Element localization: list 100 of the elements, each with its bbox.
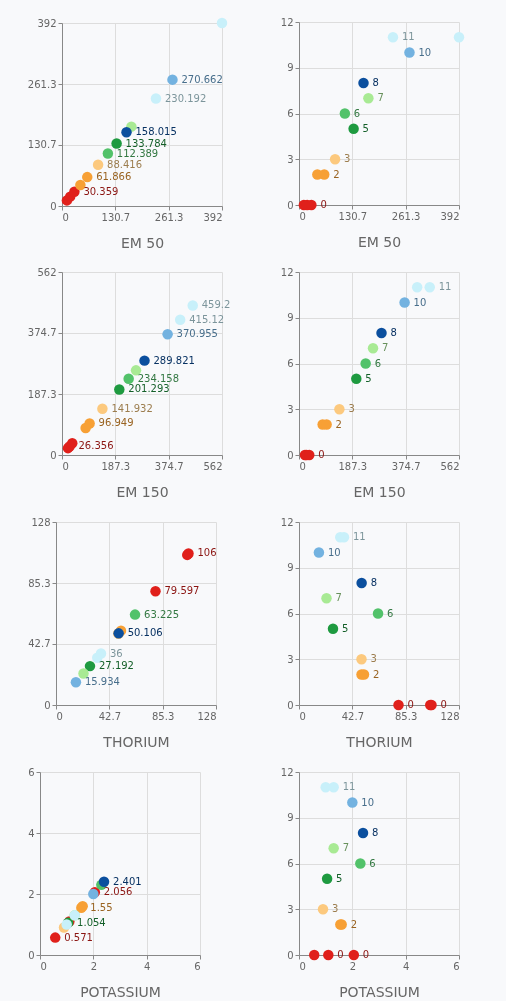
data-label: 459.2 <box>201 299 231 311</box>
y-tick-label: 42.7 <box>28 638 51 650</box>
data-label: 6 <box>374 357 382 369</box>
x-axis-title: THORIUM <box>345 733 413 750</box>
x-tick-label: 0 <box>299 960 306 972</box>
data-label: 0 <box>337 949 344 960</box>
y-tick-label: 0 <box>28 949 35 961</box>
x-axis-title: EM 50 <box>120 234 165 251</box>
y-tick-label: 562 <box>37 266 57 278</box>
y-tick-label: 4 <box>28 827 35 839</box>
x-tick-label: 0 <box>299 710 306 722</box>
data-label: 3 <box>332 903 339 915</box>
data-label: 11 <box>438 281 452 293</box>
y-tick-label: 3 <box>287 403 294 415</box>
data-label: 2.056 <box>103 886 133 898</box>
x-tick-label: 0 <box>299 460 306 472</box>
y-tick-label: 0 <box>44 699 51 711</box>
data-label: 15.934 <box>84 676 120 688</box>
y-tick-label: 2 <box>28 888 35 900</box>
data-label: 8 <box>372 77 379 88</box>
data-label: 2 <box>350 918 358 930</box>
y-tick-label: 9 <box>287 312 294 324</box>
y-tick-label: 3 <box>287 903 294 915</box>
data-label: 61.866 <box>96 171 132 183</box>
data-label: 36 <box>110 647 123 659</box>
x-axis-title: THORIUM <box>102 733 170 750</box>
x-tick-label: 4 <box>402 960 410 972</box>
data-label: 96.949 <box>98 417 134 429</box>
x-tick-label: 2 <box>349 960 357 972</box>
data-label: 1.55 <box>90 901 113 913</box>
y-tick-label: 9 <box>287 812 294 824</box>
data-label: 7 <box>377 92 384 104</box>
y-tick-label: 261.3 <box>27 78 57 90</box>
y-tick-label: 3 <box>287 653 294 665</box>
data-label: 11 <box>401 31 415 43</box>
y-tick-label: 12 <box>280 266 294 278</box>
x-tick-label: 128 <box>440 710 460 722</box>
data-label: 3 <box>344 153 351 165</box>
data-label: 10 <box>361 796 375 808</box>
data-label: 106 <box>197 547 217 559</box>
data-label: 2 <box>373 668 380 680</box>
data-label: 7 <box>382 342 389 354</box>
data-label: 26.356 <box>78 440 114 452</box>
data-label: 6 <box>369 857 376 869</box>
y-tick-label: 0 <box>50 449 57 461</box>
data-label: 133.784 <box>125 137 167 149</box>
x-tick-label: 0 <box>62 460 69 472</box>
x-tick-label: 4 <box>143 960 151 972</box>
data-label: 10 <box>418 46 432 58</box>
y-tick-label: 9 <box>287 562 294 574</box>
y-tick-label: 187.3 <box>27 388 57 400</box>
data-label: 370.955 <box>176 328 218 340</box>
data-label: 27.192 <box>98 660 134 672</box>
x-axis-title: POTASSIUM <box>339 983 420 1000</box>
y-tick-label: 9 <box>287 62 294 74</box>
x-axis-title: EM 150 <box>116 483 169 500</box>
x-tick-label: 261.3 <box>391 210 421 222</box>
y-tick-label: 0 <box>50 200 57 212</box>
y-tick-label: 0 <box>287 949 294 961</box>
data-label: 7 <box>342 842 350 854</box>
data-label: 0 <box>362 949 370 960</box>
data-label: 10 <box>413 296 427 308</box>
data-label: 6 <box>387 607 394 619</box>
data-label: 11 <box>342 781 356 793</box>
data-label: 63.225 <box>144 608 180 620</box>
data-label: 0 <box>440 699 447 710</box>
data-label: 30.359 <box>83 185 119 197</box>
x-tick-label: 0 <box>299 210 306 222</box>
x-tick-label: 6 <box>194 960 201 972</box>
data-label: 3 <box>348 403 355 415</box>
y-tick-label: 128 <box>31 516 51 528</box>
x-tick-label: 85.3 <box>151 710 175 722</box>
x-tick-label: 392 <box>440 210 460 222</box>
x-tick-label: 374.7 <box>391 460 421 472</box>
x-tick-label: 6 <box>453 960 460 972</box>
x-axis-title: POTASSIUM <box>80 983 161 1000</box>
x-tick-label: 130.7 <box>101 211 131 223</box>
data-label: 88.416 <box>107 158 143 170</box>
data-label: 234.158 <box>137 372 180 384</box>
x-tick-label: 128 <box>197 710 217 722</box>
x-tick-label: 261.3 <box>154 211 184 223</box>
y-tick-label: 6 <box>28 766 35 778</box>
y-tick-label: 0 <box>287 449 294 461</box>
y-tick-label: 3 <box>287 153 294 165</box>
data-label: 141.932 <box>111 402 153 414</box>
x-tick-label: 42.7 <box>341 710 365 722</box>
data-label: 6 <box>353 107 361 119</box>
y-tick-label: 392 <box>37 17 57 29</box>
x-tick-label: 187.3 <box>338 460 368 472</box>
data-label: 8 <box>370 577 378 588</box>
data-label: 79.597 <box>164 585 200 597</box>
x-tick-label: 187.3 <box>101 460 131 472</box>
data-label: 1.054 <box>77 916 106 928</box>
x-tick-label: 2 <box>90 960 98 972</box>
data-label: 112.389 <box>116 147 159 159</box>
y-tick-label: 0 <box>287 699 294 711</box>
y-tick-label: 6 <box>287 608 294 619</box>
x-axis-title: EM 50 <box>357 233 402 250</box>
data-label: 270.662 <box>181 73 223 85</box>
data-label: 5 <box>336 872 343 884</box>
